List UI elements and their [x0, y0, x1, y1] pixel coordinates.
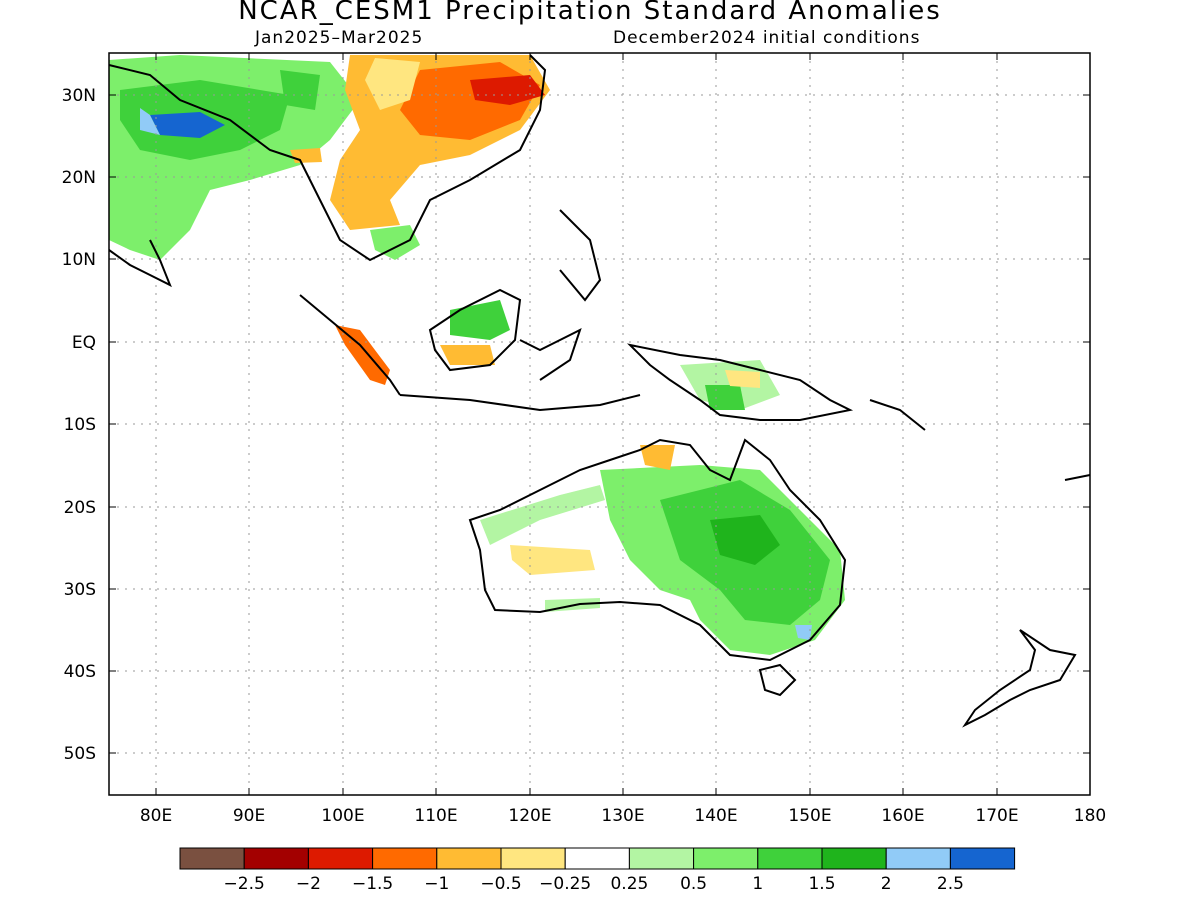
colorbar-swatch [821, 847, 887, 870]
colorbar-label: 1.5 [808, 874, 835, 894]
lon-label: 90E [233, 806, 265, 826]
colorbar-label: 0.5 [680, 874, 707, 894]
lon-labels: 80E 90E 100E 110E 120E 130E 140E 150E 16… [140, 806, 1106, 826]
colorbar-swatch [500, 847, 566, 870]
lat-label: 50S [64, 744, 96, 764]
colorbar-label: −0.25 [539, 874, 591, 894]
colorbar-label: −0.5 [480, 874, 521, 894]
anomaly-fields [109, 55, 845, 655]
lat-label: 10S [64, 415, 96, 435]
lon-label: 110E [414, 806, 457, 826]
colorbar-label: −1 [424, 874, 449, 894]
graticule [109, 53, 1090, 795]
forecast-period: Jan2025–Mar2025 [255, 28, 424, 48]
colorbar-swatch [179, 847, 245, 870]
lon-label: 100E [321, 806, 364, 826]
colorbar-swatch [372, 847, 438, 870]
lat-label: 30S [64, 580, 96, 600]
lat-label: 40S [64, 662, 96, 682]
lat-labels: 30N 20N 10N EQ 10S 20S 30S 40S 50S [62, 86, 96, 764]
colorbar-label: −2 [296, 874, 321, 894]
lat-label: 20N [62, 168, 96, 188]
colorbar-swatch [243, 847, 309, 870]
colorbar-swatch [436, 847, 502, 870]
colorbar-swatch [628, 847, 695, 870]
lon-label: 130E [601, 806, 644, 826]
lon-label: 180 [1074, 806, 1106, 826]
lon-label: 150E [788, 806, 831, 826]
lon-label: 140E [694, 806, 737, 826]
colorbar-swatch [564, 847, 630, 870]
lat-tick-marks [109, 94, 1090, 754]
colorbar-label: 1 [752, 874, 763, 894]
map-title: NCAR_CESM1 Precipitation Standard Anomal… [238, 0, 942, 26]
colorbar-swatch [757, 847, 823, 870]
lon-tick-marks [155, 53, 998, 795]
initial-conditions: December2024 initial conditions [613, 28, 921, 48]
colorbar-label: 0.25 [610, 874, 648, 894]
lon-label: 80E [140, 806, 172, 826]
colorbar-label: 2 [881, 874, 892, 894]
colorbar-label: −1.5 [352, 874, 393, 894]
lon-label: 170E [975, 806, 1018, 826]
colorbar-swatch [307, 847, 374, 870]
coastlines [108, 54, 1091, 728]
lon-label: 160E [881, 806, 924, 826]
colorbar-labels: −2.5 −2 −1.5 −1 −0.5 −0.25 0.25 0.5 1 1.5 2 2.5 [224, 874, 964, 894]
lon-label: 120E [508, 806, 551, 826]
colorbar [179, 847, 1016, 870]
lat-label: 10N [62, 250, 96, 270]
colorbar-label: 2.5 [937, 874, 964, 894]
lat-label: 30N [62, 86, 96, 106]
colorbar-swatch [885, 847, 951, 870]
lat-label: EQ [72, 333, 96, 353]
colorbar-swatch [693, 847, 759, 870]
lat-label: 20S [64, 498, 96, 518]
colorbar-swatch [949, 847, 1016, 870]
colorbar-label: −2.5 [224, 874, 265, 894]
